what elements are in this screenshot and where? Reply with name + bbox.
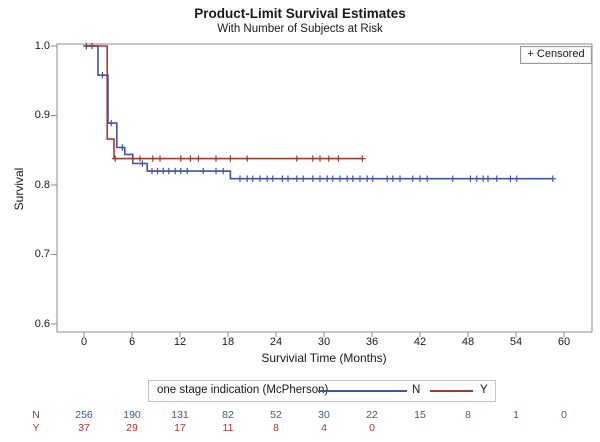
x-tick-54: 54 [509,336,523,348]
x-tick-30: 30 [317,336,331,348]
at-risk-N-t18: 82 [222,409,234,421]
at-risk-N-t48: 8 [465,409,471,421]
at-risk-N-t42: 15 [414,409,426,421]
at-risk-Y-t0: 37 [78,422,90,434]
series-Y-curve [84,45,363,160]
chart-title: Product-Limit Survival Estimates [194,6,406,21]
x-tick-60: 60 [557,336,571,348]
y-tick-0.8: 0.8 [34,178,50,191]
legend-series-N-label: N [412,384,421,396]
at-risk-Y-t18: 11 [222,422,234,434]
legend-series-Y-label: Y [480,384,488,396]
x-tick-48: 48 [461,336,475,348]
at-risk-Y-t12: 17 [174,422,186,434]
at-risk-N-t24: 52 [270,409,282,421]
at-risk-N-t0: 256 [75,409,93,421]
y-tick-0.6: 0.6 [34,317,50,330]
at-risk-Y-t30: 4 [321,422,327,434]
x-tick-36: 36 [365,336,379,348]
x-tick-18: 18 [221,336,235,348]
at-risk-N-t30: 30 [318,409,330,421]
x-tick-6: 6 [128,336,136,348]
y-tick-0.9: 0.9 [34,109,50,121]
axis-tick-marks [51,45,565,337]
at-risk-N-t6: 190 [123,409,141,421]
x-axis-label: Survivial Time (Months) [261,351,387,365]
legend-title: one stage indication (McPherson) [157,384,329,396]
censored-legend-label: + Censored [527,48,585,60]
series-Y-censor-marks [112,155,366,162]
censored-legend: + Censored [520,46,592,64]
x-tick-42: 42 [413,336,427,348]
x-tick-0: 0 [80,336,88,348]
x-tick-12: 12 [173,336,187,348]
y-tick-0.7: 0.7 [34,248,50,260]
at-risk-Y-t36: 0 [369,422,375,434]
legend-line-Y [430,390,473,392]
at-risk-row-label-Y: Y [32,422,40,434]
at-risk-N-t36: 22 [366,409,378,421]
x-tick-24: 24 [269,336,283,348]
at-risk-row-label-N: N [32,409,40,421]
y-tick-1.0: 1.0 [34,39,50,52]
at-risk-N-t60: 0 [561,409,567,421]
at-risk-N-t54: 1 [513,409,519,421]
plot-frame [56,43,593,333]
legend-line-N [318,390,407,392]
at-risk-N-t12: 131 [171,409,189,421]
chart-subtitle: With Number of Subjects at Risk [217,23,383,35]
at-risk-Y-t6: 29 [126,422,138,434]
at-risk-Y-t24: 8 [273,422,279,434]
series-legend: one stage indication (McPherson) N Y [148,380,496,402]
